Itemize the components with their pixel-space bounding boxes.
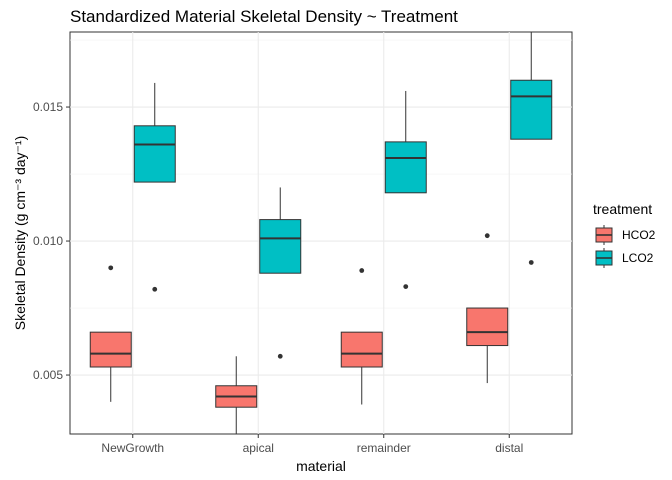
boxplot-marks (89, 32, 553, 434)
legend-key-HCO2 (593, 224, 615, 246)
outlier-point (528, 260, 534, 265)
y-tick-label: 0.010 (33, 234, 63, 248)
boxplot-HCO2-NewGrowth (89, 265, 132, 402)
boxplot-HCO2-apical (215, 356, 258, 434)
box (466, 307, 509, 347)
box (259, 219, 302, 274)
legend-label: LCO2 (622, 251, 654, 265)
boxplot-LCO2-remainder (384, 90, 427, 289)
x-tick-label: apical (243, 441, 274, 455)
x-axis-title: material (296, 458, 346, 474)
outlier-point (403, 284, 409, 289)
y-axis-title: Skeletal Density (g cm⁻³ day⁻¹) (12, 136, 28, 331)
outlier-point (484, 233, 490, 239)
y-tick-label: 0.005 (33, 368, 63, 382)
box (340, 331, 383, 368)
box (510, 79, 553, 140)
box (133, 125, 176, 183)
y-tick-label: 0.015 (33, 100, 63, 114)
grid (70, 32, 572, 434)
box (384, 141, 427, 194)
plot-panel (69, 31, 573, 435)
outlier-point (152, 286, 158, 292)
x-tick-label: distal (495, 441, 523, 455)
boxplot-HCO2-distal (466, 233, 509, 384)
boxplot-LCO2-NewGrowth (133, 82, 176, 292)
legend-key-LCO2 (593, 247, 615, 269)
outlier-point (277, 353, 283, 359)
legend-label: HCO2 (622, 228, 656, 242)
chart-title: Standardized Material Skeletal Density ~… (70, 7, 458, 26)
box (89, 331, 132, 368)
legend-title: treatment (593, 201, 652, 217)
x-tick-label: NewGrowth (101, 441, 164, 455)
outlier-point (108, 265, 114, 271)
outlier-point (359, 268, 365, 273)
boxplot-LCO2-distal (510, 32, 553, 265)
x-tick-label: remainder (357, 441, 411, 455)
boxplot-LCO2-apical (259, 187, 302, 359)
legend: treatment HCO2 LCO2 (593, 201, 656, 269)
axes: 0.005 0.010 0.015 NewGrowth apical remainder d… (33, 100, 523, 455)
boxplot-HCO2-remainder (340, 268, 383, 405)
